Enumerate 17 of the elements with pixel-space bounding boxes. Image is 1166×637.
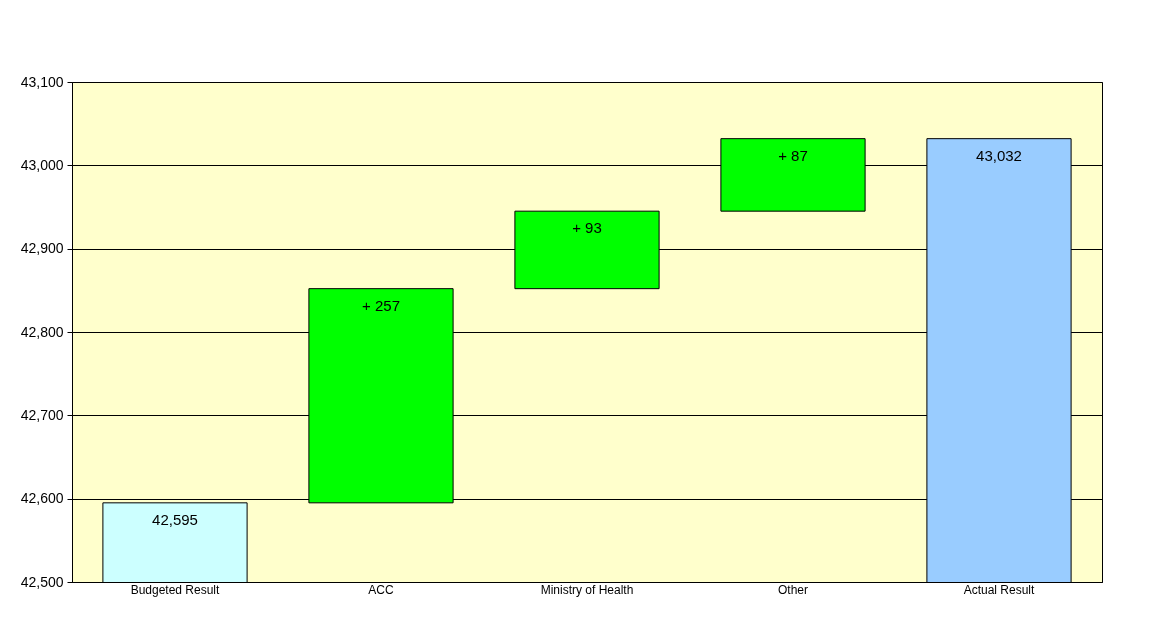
y-tick-label: 42,900 <box>20 240 64 257</box>
data-label: + 93 <box>572 219 602 237</box>
y-tick-label: 42,500 <box>20 573 64 590</box>
x-tick-label: Ministry of Health <box>540 582 634 597</box>
x-tick-label: Other <box>777 582 809 597</box>
y-tick-label: 42,800 <box>20 323 64 340</box>
data-label: + 87 <box>778 146 808 164</box>
y-tick-label: 43,000 <box>20 156 64 173</box>
y-tick-label: 43,100 <box>20 73 64 90</box>
data-label: 43,032 <box>976 146 1022 164</box>
data-label: + 257 <box>362 296 400 314</box>
y-tick-label: 42,600 <box>20 490 64 507</box>
x-tick-label: Actual Result <box>963 582 1036 597</box>
y-tick-label: 42,700 <box>20 406 64 423</box>
x-tick-label: ACC <box>368 582 394 597</box>
x-tick-label: Budgeted Result <box>130 582 221 597</box>
data-label: 42,595 <box>152 510 198 528</box>
